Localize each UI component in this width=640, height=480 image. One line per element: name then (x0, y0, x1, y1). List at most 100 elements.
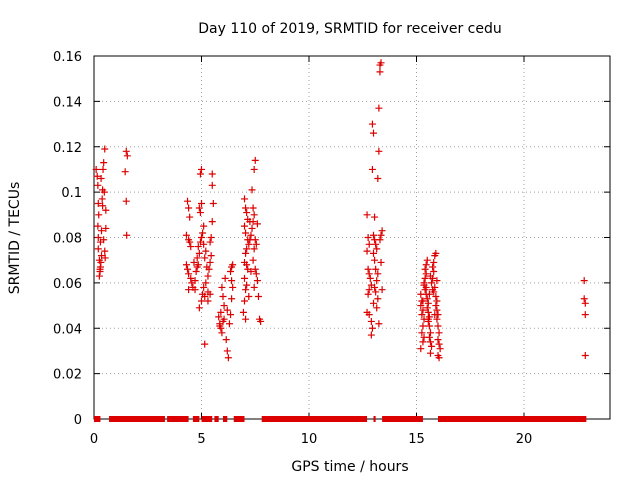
data-point (435, 329, 443, 337)
data-point (227, 311, 235, 319)
data-point (219, 292, 227, 300)
y-tick-label: 0.1 (61, 186, 82, 201)
data-point (201, 254, 209, 262)
data-points (92, 59, 589, 362)
data-point (94, 199, 102, 207)
data-point (184, 197, 192, 205)
data-point (186, 213, 194, 221)
data-point (370, 249, 377, 257)
data-point (193, 254, 201, 262)
data-point (220, 315, 228, 323)
data-point (430, 258, 438, 266)
data-point (367, 317, 375, 325)
data-point (372, 240, 380, 248)
data-point (375, 320, 383, 328)
data-point (195, 249, 203, 257)
data-point (101, 247, 109, 255)
data-point (423, 295, 431, 303)
data-point (581, 351, 589, 359)
data-point (422, 283, 430, 291)
data-point (435, 340, 443, 348)
data-point (376, 68, 384, 76)
data-point (94, 245, 102, 253)
data-point (229, 283, 237, 291)
data-point (202, 247, 210, 255)
data-point (424, 299, 432, 307)
data-point (432, 292, 440, 300)
data-point (199, 229, 207, 237)
data-point (433, 297, 441, 305)
data-point (431, 311, 439, 319)
y-tick-label: 0.14 (53, 95, 82, 110)
data-point (185, 204, 193, 212)
data-point (436, 345, 444, 353)
data-point (433, 315, 441, 323)
data-point (242, 315, 250, 323)
data-point (581, 311, 589, 319)
data-point (123, 152, 131, 160)
data-point (206, 258, 214, 266)
data-point (364, 265, 372, 273)
data-point (429, 286, 437, 294)
data-point (208, 218, 216, 226)
data-point (94, 234, 102, 241)
data-point (198, 297, 205, 305)
data-point (204, 297, 212, 305)
data-point (365, 311, 373, 319)
data-point (248, 186, 256, 194)
data-point (426, 338, 434, 346)
data-point (433, 277, 441, 285)
data-point (376, 236, 384, 244)
data-point (363, 247, 371, 255)
data-point (424, 308, 432, 316)
data-point (215, 313, 223, 321)
x-tick-label: 5 (197, 432, 205, 447)
data-point (580, 295, 588, 303)
data-point (223, 347, 231, 355)
data-point (98, 227, 106, 235)
data-point (374, 270, 382, 278)
data-point (196, 209, 204, 217)
x-tick-label: 10 (301, 432, 318, 447)
data-point (253, 220, 261, 228)
data-point (224, 354, 232, 362)
data-point (373, 304, 381, 312)
data-point (123, 231, 131, 239)
data-point (419, 322, 427, 330)
data-point (192, 268, 200, 276)
data-point (373, 245, 381, 253)
data-point (419, 297, 427, 305)
data-point (182, 261, 190, 269)
data-point (200, 283, 208, 291)
data-point (377, 258, 385, 266)
data-point (228, 277, 236, 285)
data-point (97, 175, 105, 183)
data-point (367, 331, 375, 339)
data-point (250, 283, 258, 291)
data-point (218, 283, 226, 291)
data-point (417, 345, 425, 353)
data-point (184, 265, 192, 273)
data-point (102, 206, 110, 214)
data-point (97, 258, 105, 266)
data-point (251, 236, 259, 244)
data-point (95, 211, 103, 219)
data-point (98, 252, 106, 260)
data-point (426, 329, 434, 337)
data-point (98, 195, 106, 203)
data-point (418, 311, 426, 319)
data-point (241, 195, 248, 203)
data-point (242, 249, 250, 257)
data-point (99, 165, 107, 173)
data-point (368, 165, 376, 173)
data-point (371, 213, 379, 221)
y-tick-label: 0.04 (53, 322, 82, 337)
data-point (425, 333, 433, 341)
data-point (251, 265, 259, 273)
data-point (245, 240, 253, 248)
data-point (372, 265, 380, 273)
data-point (374, 295, 382, 303)
axis-ticks: 0 5 10 15 20 0 0.02 0.04 0.06 0.08 0.1 0.12 0.14 0.16 (53, 50, 610, 447)
data-point (247, 268, 255, 276)
